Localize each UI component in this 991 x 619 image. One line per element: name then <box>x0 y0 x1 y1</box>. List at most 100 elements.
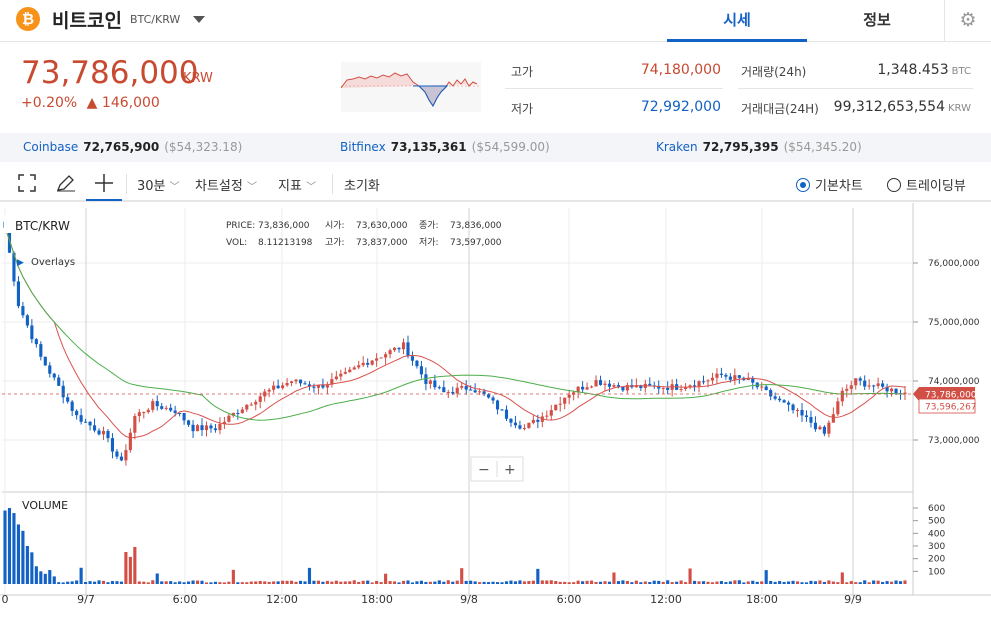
tradingview-radio[interactable]: 트레이딩뷰 <box>887 175 966 194</box>
volume-bar <box>630 582 634 584</box>
reset-button[interactable]: 초기화 <box>344 179 380 194</box>
candle-body <box>48 365 52 374</box>
candle-body <box>585 387 589 390</box>
candle-body <box>648 383 652 386</box>
volume-bar <box>88 581 92 584</box>
tab-market[interactable]: 시세 <box>667 0 807 42</box>
candle-body <box>191 424 195 432</box>
candle-body <box>872 385 876 387</box>
volume-bar <box>787 581 791 584</box>
candle-body <box>460 386 464 388</box>
candle-body <box>804 415 809 418</box>
volume-bar <box>710 582 715 584</box>
price-unit: KRW <box>183 71 213 86</box>
volume-bar <box>827 580 831 584</box>
exchange-bitfinex[interactable]: Bitfinex 73,135,361 ($54,599.00) <box>340 140 550 154</box>
volume-bar <box>666 580 670 584</box>
candle-body <box>321 385 325 388</box>
candle-body <box>527 422 531 428</box>
volume-bar <box>670 582 674 584</box>
volume-bar <box>70 581 74 584</box>
candle-body <box>487 394 491 398</box>
volume-bar <box>263 581 267 584</box>
volume-bar <box>285 580 289 584</box>
pencil-icon[interactable] <box>56 174 76 196</box>
basic-chart-radio[interactable]: 기본차트 <box>796 175 863 194</box>
candle-body <box>334 376 338 380</box>
gear-icon[interactable]: ⚙ <box>944 0 991 42</box>
candle-body <box>419 366 423 375</box>
volume-bar <box>661 581 665 584</box>
volume-bar <box>728 581 732 584</box>
candle-body <box>115 451 119 457</box>
candle-body <box>195 425 200 432</box>
candle-body <box>182 412 186 421</box>
exchange-usd: ($54,599.00) <box>471 140 550 154</box>
fullscreen-icon[interactable] <box>18 174 36 196</box>
exchange-usd: ($54,323.18) <box>164 140 243 154</box>
zoom-control: − + <box>470 456 524 482</box>
chevron-down-icon[interactable] <box>193 16 205 23</box>
zoom-out-button[interactable]: − <box>478 462 490 478</box>
candle-body <box>151 401 155 410</box>
coin-pair[interactable]: BTC/KRW <box>130 13 181 26</box>
time-tick-label: 6:00 <box>173 593 198 606</box>
volume-bar <box>845 582 849 584</box>
exchange-name[interactable]: Coinbase <box>23 140 79 154</box>
basic-chart-label: 기본차트 <box>815 179 863 194</box>
candle-body <box>245 404 249 410</box>
candle-body <box>639 385 643 389</box>
volume-bar <box>634 580 638 584</box>
candle-body <box>621 386 625 391</box>
time-tick-label: 0 <box>2 593 9 606</box>
candle-body <box>57 377 61 386</box>
candle-body <box>397 347 401 350</box>
volume-bar <box>854 582 858 584</box>
volume-bar <box>894 580 898 584</box>
volume-bar <box>366 580 370 584</box>
chart-settings-select[interactable]: 차트설정 ﹀ <box>195 175 257 194</box>
exchange-price: 72,765,900 <box>83 140 160 154</box>
volume-bar <box>509 580 513 584</box>
exchange-kraken[interactable]: Kraken 72,795,395 ($54,345.20) <box>656 140 862 154</box>
overlays-toggle[interactable]: Overlays <box>31 257 75 268</box>
volume-bar <box>549 580 553 584</box>
candle-body <box>415 360 419 367</box>
chart-grid <box>0 203 991 596</box>
tab-info[interactable]: 정보 <box>863 11 891 29</box>
candle-body <box>339 373 343 377</box>
volume-bar <box>392 581 397 584</box>
mini-sparkline <box>340 62 481 112</box>
volume-bar <box>97 580 101 584</box>
chart-settings-label: 차트설정 <box>195 179 243 194</box>
candle-body <box>30 325 34 340</box>
candle-body <box>12 252 16 282</box>
candle-body <box>684 387 688 389</box>
interval-select[interactable]: 30분 ﹀ <box>137 175 180 194</box>
candle-body <box>455 387 459 394</box>
volume-bar <box>621 580 625 584</box>
crosshair-icon[interactable] <box>94 173 114 197</box>
exchange-name[interactable]: Kraken <box>656 140 698 154</box>
candle-body <box>818 426 822 430</box>
indicator-select[interactable]: 지표 ﹀ <box>278 175 316 194</box>
coin-name[interactable]: 비트코인 <box>52 10 122 32</box>
zoom-in-button[interactable]: + <box>504 462 516 478</box>
candle-body <box>719 373 723 375</box>
exchange-coinbase[interactable]: Coinbase 72,765,900 ($54,323.18) <box>23 140 242 154</box>
candle-body <box>124 450 128 461</box>
volume-bar <box>155 573 159 584</box>
exchange-name[interactable]: Bitfinex <box>340 140 386 154</box>
volume-bar <box>849 581 853 584</box>
volume-title: VOLUME <box>22 499 68 512</box>
volume-bar <box>115 581 119 584</box>
volume-bar <box>675 581 679 584</box>
candle-body <box>549 410 553 416</box>
volume-bar <box>858 582 862 584</box>
candlesticks <box>3 219 907 466</box>
time-tick-label: 18:00 <box>361 593 393 606</box>
candle-body <box>254 401 258 405</box>
play-icon[interactable]: ▶ <box>17 258 24 268</box>
price-chart[interactable]: 76,000,000 75,000,000 74,000,000 73,000,000… <box>0 203 991 619</box>
volume-bar <box>92 581 97 584</box>
